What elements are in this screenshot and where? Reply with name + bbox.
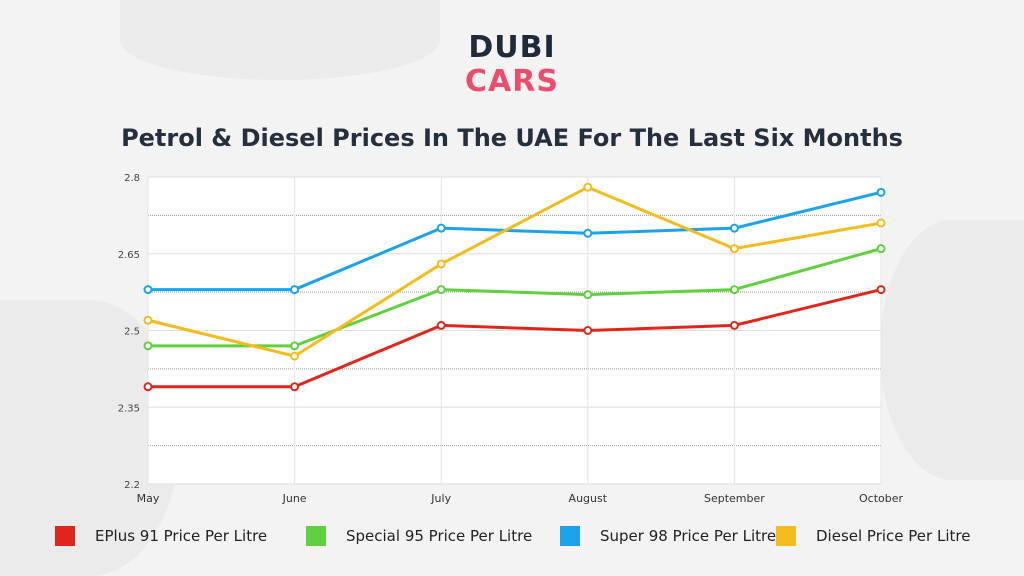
series-line bbox=[148, 247, 882, 348]
legend-swatch bbox=[306, 526, 326, 546]
y-tick-label: 2.5 bbox=[124, 327, 140, 338]
logo-dubi: DUBI bbox=[468, 30, 556, 65]
chart-title: Petrol & Diesel Prices In The UAE For Th… bbox=[121, 124, 903, 152]
legend-swatch bbox=[776, 526, 796, 546]
legend-label: Diesel Price Per Litre bbox=[816, 527, 971, 545]
data-point bbox=[583, 326, 593, 335]
legend-label: EPlus 91 Price Per Litre bbox=[95, 527, 268, 545]
series-line bbox=[147, 185, 882, 358]
data-point bbox=[876, 187, 886, 197]
data-point bbox=[143, 315, 153, 325]
data-point bbox=[290, 285, 300, 295]
y-tick-label: 2.2 bbox=[124, 480, 140, 491]
y-tick-label: 2.65 bbox=[118, 250, 140, 261]
x-tick-label: July bbox=[430, 492, 451, 505]
data-point bbox=[583, 228, 593, 238]
y-tick-label: 2.8 bbox=[124, 173, 140, 184]
data-point bbox=[876, 218, 886, 228]
legend-swatch bbox=[560, 526, 580, 546]
data-point bbox=[436, 320, 446, 330]
legend-item: Special 95 Price Per Litre bbox=[306, 526, 532, 546]
data-point bbox=[729, 223, 739, 233]
data-point bbox=[436, 259, 446, 269]
data-point bbox=[583, 182, 593, 192]
background-shape bbox=[120, 0, 440, 80]
x-tick-label: June bbox=[282, 492, 307, 505]
x-tick-label: September bbox=[704, 492, 765, 505]
data-point bbox=[143, 285, 153, 295]
x-tick-label: May bbox=[137, 492, 160, 505]
data-point bbox=[143, 382, 153, 392]
data-point bbox=[436, 223, 446, 233]
data-point bbox=[290, 382, 300, 392]
data-point bbox=[436, 285, 446, 295]
x-tick-label: August bbox=[569, 492, 608, 505]
legend-item: EPlus 91 Price Per Litre bbox=[55, 526, 267, 546]
data-point bbox=[876, 285, 886, 295]
data-point bbox=[729, 285, 739, 295]
legend-item: Super 98 Price Per Litre bbox=[560, 526, 776, 546]
data-point bbox=[143, 341, 153, 351]
background-shape bbox=[880, 220, 1024, 480]
data-point bbox=[876, 244, 886, 254]
data-point bbox=[290, 351, 300, 361]
data-point bbox=[290, 341, 300, 351]
series-line bbox=[148, 190, 882, 292]
legend-swatch bbox=[55, 526, 75, 546]
series-line bbox=[148, 288, 882, 389]
legend-label: Super 98 Price Per Litre bbox=[600, 527, 777, 545]
legend-label: Special 95 Price Per Litre bbox=[346, 527, 533, 545]
data-point bbox=[729, 320, 739, 330]
x-tick-label: October bbox=[859, 492, 903, 505]
y-tick-label: 2.35 bbox=[118, 403, 140, 414]
data-point bbox=[729, 244, 739, 254]
legend-item: Diesel Price Per Litre bbox=[776, 526, 970, 546]
logo-cars: CARS bbox=[465, 64, 559, 99]
data-point bbox=[583, 290, 593, 300]
